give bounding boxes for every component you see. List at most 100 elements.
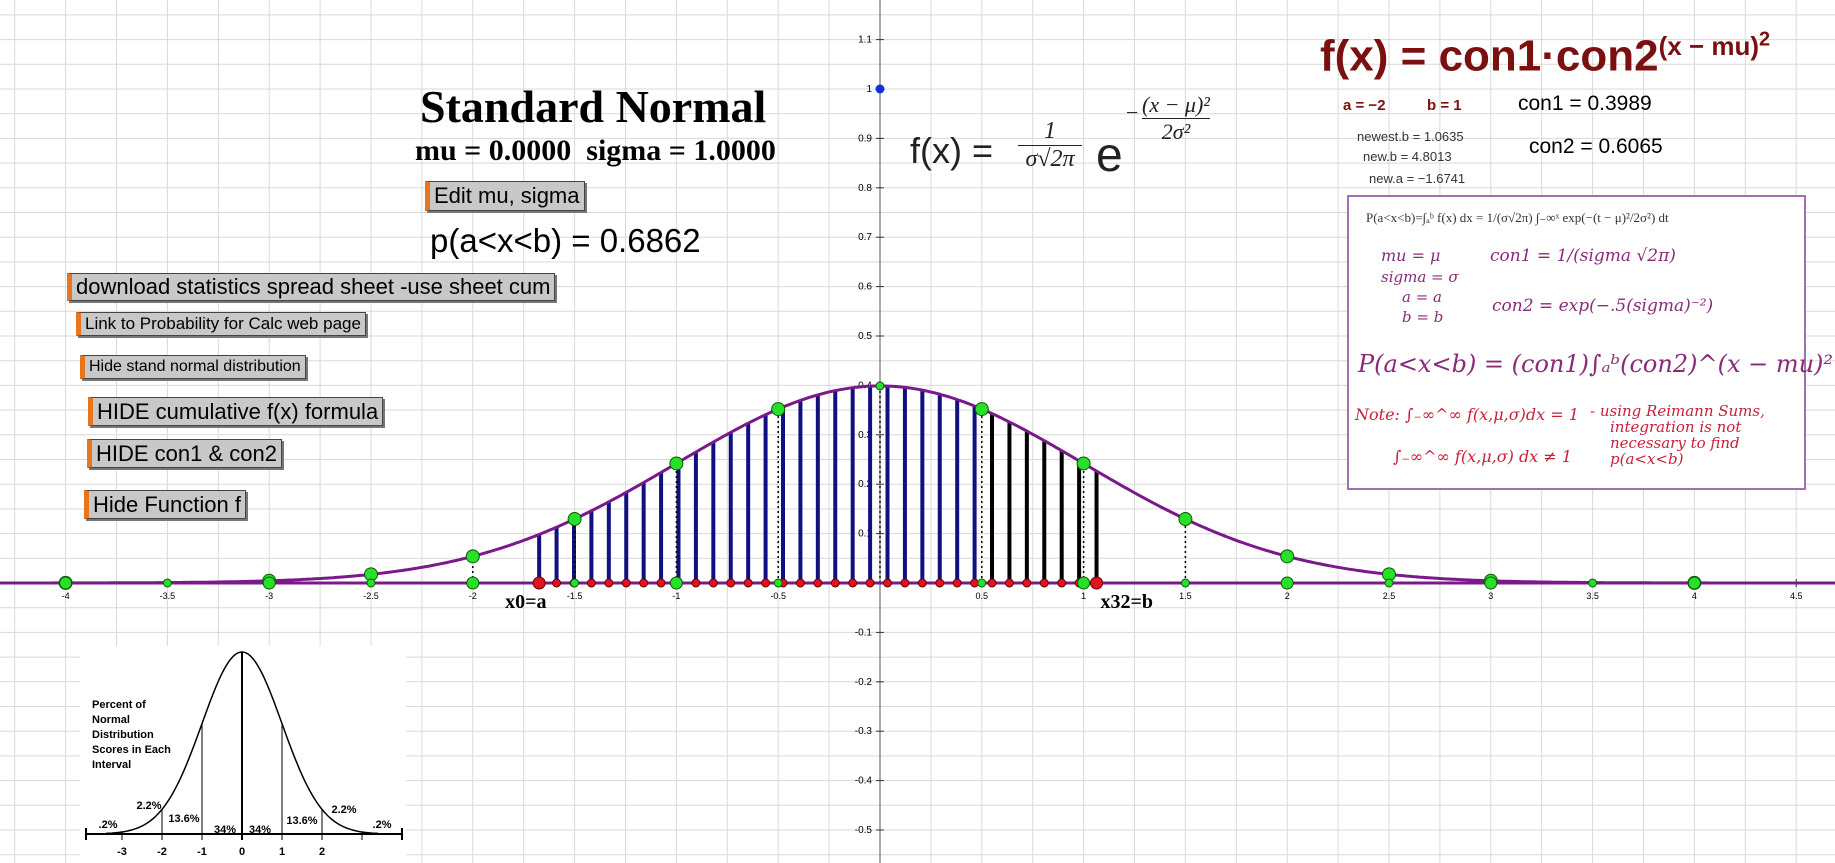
partition-point xyxy=(639,578,649,588)
x-tick-label: 4.5 xyxy=(1790,591,1803,601)
inset-tick: -1 xyxy=(197,846,207,858)
x-tick-label: 1 xyxy=(1081,591,1086,601)
axis-point xyxy=(977,578,987,588)
note: mu = μ xyxy=(1381,246,1441,265)
mu-value: 0.0000 xyxy=(488,134,572,167)
axis-point xyxy=(466,576,480,590)
note: con1 = 1/(sigma √2π) xyxy=(1490,246,1676,266)
y-tick-label: 0.7 xyxy=(858,232,872,243)
inset-percent: .2% xyxy=(99,819,118,831)
y-tick-label: 0.3 xyxy=(858,430,872,441)
button[interactable]: Hide Function f xyxy=(84,490,246,519)
x-tick-label: -2.5 xyxy=(363,591,379,601)
end-label: x32=b xyxy=(1101,591,1154,613)
button[interactable]: HIDE cumulative f(x) formula xyxy=(88,397,384,426)
note: ∫₋∞^∞ f(x,μ,σ) dx ≠ 1 xyxy=(1393,447,1572,466)
partition-point xyxy=(604,578,614,588)
axis-point xyxy=(773,578,783,588)
x-tick-label: 3 xyxy=(1488,591,1493,601)
y-tick-label: -0.5 xyxy=(855,825,873,836)
axis-point xyxy=(59,576,73,590)
partition-point xyxy=(726,578,736,588)
caption-line: Interval xyxy=(92,759,132,771)
button[interactable]: Edit mu, sigma xyxy=(425,181,585,211)
y-tick-label: -0.1 xyxy=(855,627,873,638)
axis-point xyxy=(1588,578,1598,588)
axis-point xyxy=(1077,576,1091,590)
partition-point xyxy=(586,578,596,588)
newest-b: newest.b = 1.0635 xyxy=(1357,129,1464,144)
curve-point xyxy=(465,549,480,564)
inset-caption: Percent of Normal Distribution Scores in… xyxy=(92,698,171,773)
x-tick-label: 1.5 xyxy=(1179,591,1192,601)
con-formula-base: f(x) = con1·con2 xyxy=(1320,31,1659,81)
numerator: 1 xyxy=(1018,118,1082,146)
button[interactable]: Link to Probability for Calc web page xyxy=(76,312,366,336)
partition-point xyxy=(952,578,962,588)
x-tick-label: 3.5 xyxy=(1586,591,1599,601)
note: necessary to find xyxy=(1610,434,1740,452)
curve-point xyxy=(1076,456,1091,471)
exp-sign: − xyxy=(1126,100,1139,125)
curve-point xyxy=(1178,512,1193,527)
y-tick-label: 0.8 xyxy=(858,183,872,194)
axis-point xyxy=(1687,576,1701,590)
caption-line: Scores in Each xyxy=(92,744,171,756)
x-tick-label: 2.5 xyxy=(1383,591,1396,601)
x-tick-label: -4 xyxy=(62,591,70,601)
partition-point xyxy=(848,578,858,588)
x-tick-label: -3.5 xyxy=(160,591,176,601)
button[interactable]: Hide stand normal distribution xyxy=(80,355,306,379)
partition-point xyxy=(761,578,771,588)
con-formula: f(x) = con1·con2(x − mu)2 xyxy=(1320,28,1770,81)
caption-line: Distribution xyxy=(92,729,154,741)
note: integration is not xyxy=(1610,418,1742,436)
partition-point xyxy=(987,578,997,588)
probability: p(a<x<b) = 0.6862 xyxy=(430,222,701,259)
curve-point xyxy=(567,512,582,527)
mu-label: mu = xyxy=(415,134,482,167)
y-tick-label: 0.2 xyxy=(858,479,872,490)
inset-percent: 2.2% xyxy=(331,804,356,816)
y-tick-label: -0.4 xyxy=(855,776,873,787)
x-tick-label: 4 xyxy=(1692,591,1697,601)
inset-percent: 13.6% xyxy=(286,815,317,827)
partition-point xyxy=(656,578,666,588)
exp-num: (x − μ)² xyxy=(1142,92,1210,119)
axis-point xyxy=(1180,578,1190,588)
button[interactable]: download statistics spread sheet -use sh… xyxy=(67,273,556,301)
sigma-value: 1.0000 xyxy=(693,134,776,167)
inset-tick: -3 xyxy=(117,846,127,858)
note: p(a<x<b) xyxy=(1610,450,1684,468)
y-tick-label: 1 xyxy=(866,84,872,95)
button[interactable]: HIDE con1 & con2 xyxy=(87,439,282,468)
con1: con1 = 0.3989 xyxy=(1518,92,1652,115)
x-tick-label: -1.5 xyxy=(567,591,583,601)
inset-percent: 34% xyxy=(214,824,236,836)
x-tick-label: -3 xyxy=(265,591,273,601)
note: a = a xyxy=(1402,288,1442,306)
x-tick-label: -1 xyxy=(672,591,680,601)
x-tick-label: -0.5 xyxy=(770,591,786,601)
axis-point xyxy=(1384,578,1394,588)
y-tick-label: 0.9 xyxy=(858,133,872,144)
inset-tick: 0 xyxy=(239,846,245,858)
axis-point xyxy=(162,578,172,588)
start-label: x0=a xyxy=(505,591,546,613)
y-tick-label: -0.2 xyxy=(855,677,873,688)
peak-point xyxy=(875,381,885,391)
x-tick-label: -2 xyxy=(469,591,477,601)
new-a: new.a = −1.6741 xyxy=(1369,171,1466,186)
note: - using Reimann Sums, xyxy=(1590,402,1765,420)
partition-point xyxy=(691,578,701,588)
note: P(a<x<b) = (con1)∫ₐᵇ(con2)^(x − mu)² dx xyxy=(1358,350,1835,378)
partition-point xyxy=(1022,578,1032,588)
partition-point xyxy=(743,578,753,588)
y-tick-label: 0.5 xyxy=(858,331,872,342)
axis-point xyxy=(1280,576,1294,590)
a-value: a = −2 xyxy=(1343,97,1386,114)
inset-tick: -2 xyxy=(157,846,167,858)
formula-lhs: f(x) = xyxy=(910,130,994,171)
